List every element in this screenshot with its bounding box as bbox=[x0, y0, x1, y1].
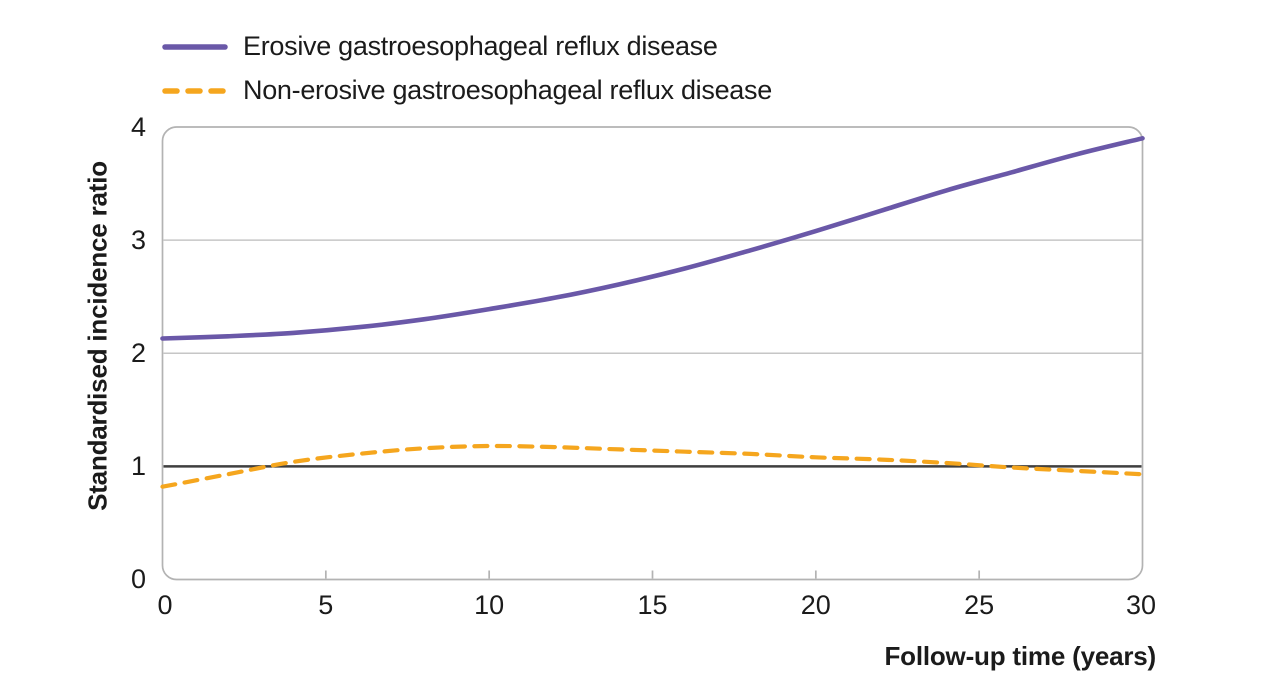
chart-legend: Erosive gastroesophageal reflux disease … bbox=[161, 27, 772, 110]
x-tick-label-0: 0 bbox=[157, 590, 173, 620]
x-tick-label-30: 30 bbox=[1125, 590, 1157, 620]
legend-item-non-erosive: Non-erosive gastroesophageal reflux dise… bbox=[161, 71, 772, 110]
x-tick-label-10: 10 bbox=[474, 590, 505, 620]
x-tick-label-15: 15 bbox=[637, 590, 668, 620]
y-tick-label-3: 3 bbox=[130, 225, 146, 255]
legend-label-erosive: Erosive gastroesophageal reflux disease bbox=[243, 31, 718, 61]
erosive-gerd-line bbox=[160, 136, 1145, 341]
x-axis-title: Follow-up time (years) bbox=[884, 641, 1156, 671]
non-erosive-gerd-line bbox=[160, 443, 1145, 489]
y-tick-label-0: 0 bbox=[130, 564, 146, 594]
x-tick-label-20: 20 bbox=[800, 590, 831, 620]
legend-label-non-erosive: Non-erosive gastroesophageal reflux dise… bbox=[243, 75, 772, 105]
y-tick-label-2: 2 bbox=[130, 338, 146, 368]
dashed-line-swatch-icon bbox=[162, 87, 228, 94]
y-tick-label-1: 1 bbox=[130, 451, 146, 481]
legend-item-erosive: Erosive gastroesophageal reflux disease bbox=[161, 27, 772, 66]
plot-frame bbox=[161, 126, 1144, 581]
solid-line-swatch-icon bbox=[162, 43, 228, 50]
x-tick-label-25: 25 bbox=[964, 590, 995, 620]
x-tick-label-5: 5 bbox=[318, 590, 334, 620]
y-tick-label-4: 4 bbox=[130, 112, 146, 142]
